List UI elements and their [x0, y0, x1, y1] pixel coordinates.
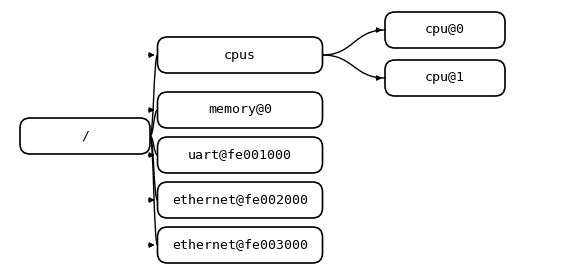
Text: /: /	[81, 130, 89, 143]
Text: cpu@0: cpu@0	[425, 24, 465, 37]
FancyBboxPatch shape	[20, 118, 150, 154]
FancyBboxPatch shape	[157, 92, 323, 128]
FancyBboxPatch shape	[385, 12, 505, 48]
FancyBboxPatch shape	[157, 227, 323, 263]
Text: uart@fe001000: uart@fe001000	[188, 149, 292, 162]
Text: cpus: cpus	[224, 49, 256, 62]
Text: ethernet@fe002000: ethernet@fe002000	[172, 193, 308, 207]
Text: cpu@1: cpu@1	[425, 72, 465, 85]
Text: memory@0: memory@0	[208, 104, 272, 117]
FancyBboxPatch shape	[157, 37, 323, 73]
FancyBboxPatch shape	[157, 182, 323, 218]
FancyBboxPatch shape	[385, 60, 505, 96]
FancyBboxPatch shape	[157, 137, 323, 173]
Text: ethernet@fe003000: ethernet@fe003000	[172, 238, 308, 251]
